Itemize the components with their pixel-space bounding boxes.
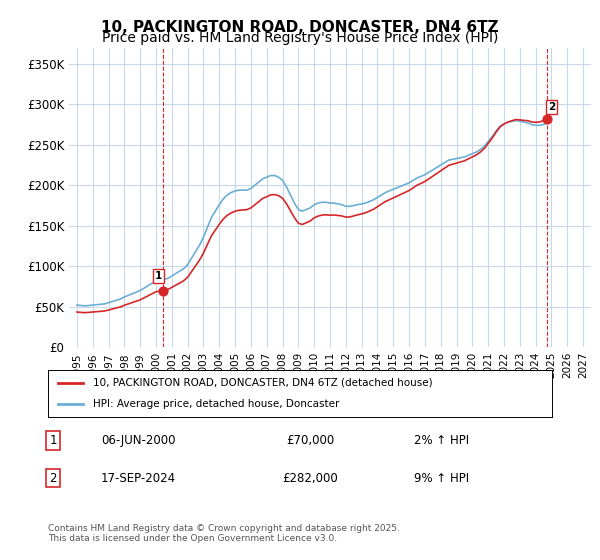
Text: 10, PACKINGTON ROAD, DONCASTER, DN4 6TZ (detached house): 10, PACKINGTON ROAD, DONCASTER, DN4 6TZ …: [94, 378, 433, 388]
Text: 06-JUN-2000: 06-JUN-2000: [101, 434, 176, 447]
Text: 2: 2: [49, 472, 57, 484]
Point: [542, 114, 552, 123]
Text: 9% ↑ HPI: 9% ↑ HPI: [413, 472, 469, 484]
Text: 2% ↑ HPI: 2% ↑ HPI: [413, 434, 469, 447]
Text: HPI: Average price, detached house, Doncaster: HPI: Average price, detached house, Donc…: [94, 399, 340, 409]
Point: [158, 286, 168, 295]
Text: 1: 1: [49, 434, 57, 447]
Text: 1: 1: [155, 271, 162, 281]
Text: 2: 2: [548, 102, 556, 113]
Text: 17-SEP-2024: 17-SEP-2024: [101, 472, 176, 484]
Text: Price paid vs. HM Land Registry's House Price Index (HPI): Price paid vs. HM Land Registry's House …: [102, 31, 498, 45]
Text: £70,000: £70,000: [286, 434, 334, 447]
Text: Contains HM Land Registry data © Crown copyright and database right 2025.
This d: Contains HM Land Registry data © Crown c…: [48, 524, 400, 543]
Text: 10, PACKINGTON ROAD, DONCASTER, DN4 6TZ: 10, PACKINGTON ROAD, DONCASTER, DN4 6TZ: [101, 20, 499, 35]
Text: £282,000: £282,000: [282, 472, 338, 484]
